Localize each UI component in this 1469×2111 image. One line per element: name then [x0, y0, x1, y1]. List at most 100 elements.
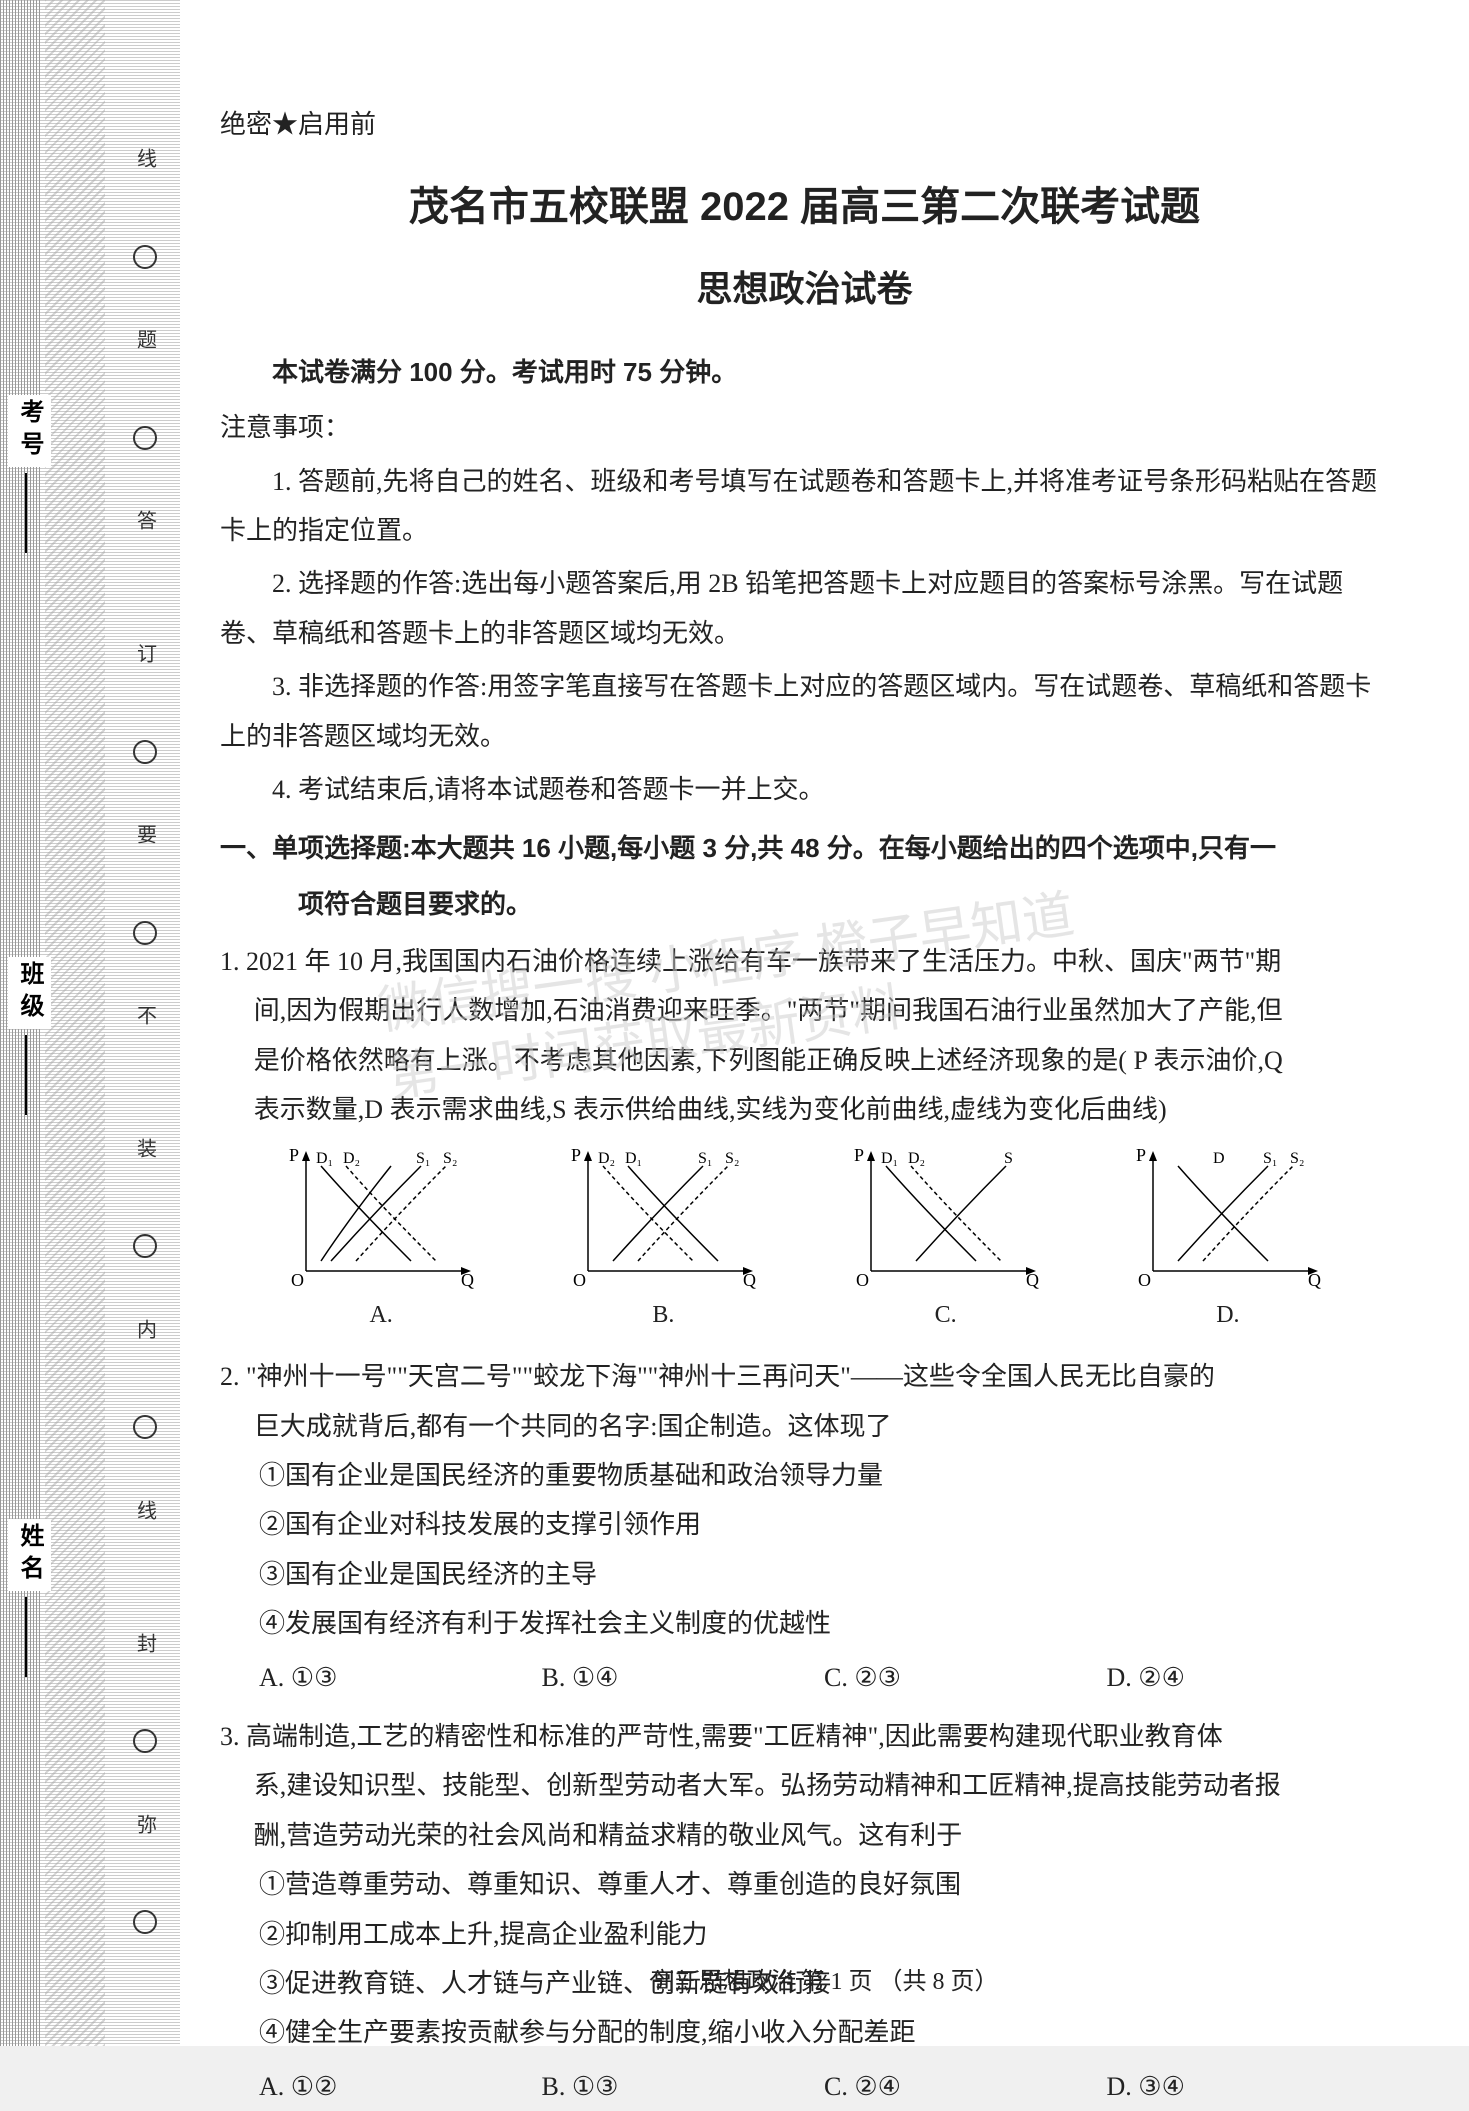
binding-char: 装	[131, 1089, 160, 1222]
notice-item: 2. 选择题的作答:选出每小题答案后,用 2B 铅笔把答题卡上对应题目的答案标号…	[220, 559, 1389, 658]
label-s1: S₁	[416, 1150, 430, 1167]
axis-p: P	[1136, 1145, 1146, 1165]
field-name: 姓名	[8, 1519, 43, 1651]
label-d2: D₂	[598, 1150, 615, 1167]
axis-q: Q	[461, 1270, 474, 1290]
binding-circle-icon	[133, 1415, 157, 1439]
line-number	[25, 473, 27, 553]
q2-line: 2. "神州十一号""天宫二号""蛟龙下海""神州十三再问天"——这些令全国人民…	[220, 1352, 1389, 1401]
q3-sub4: ④健全生产要素按贡献参与分配的制度,缩小收入分配差距	[220, 2008, 1389, 2057]
q1-charts: P O Q D₁ D₂ S₁ S₂ A.	[220, 1135, 1389, 1343]
binding-char: 要	[131, 776, 160, 909]
chart-b-label: B.	[563, 1293, 763, 1339]
q3-option-b: B. ①③	[542, 2062, 825, 2111]
supply-demand-chart-d: P O Q D S₁ S₂	[1128, 1141, 1328, 1291]
chart-d: P O Q D S₁ S₂ D.	[1128, 1141, 1328, 1339]
binding-circle-icon	[133, 740, 157, 764]
label-d2: D₂	[908, 1150, 925, 1167]
label-d1: D₁	[625, 1150, 642, 1167]
question-2: 2. "神州十一号""天宫二号""蛟龙下海""神州十三再问天"——这些令全国人民…	[220, 1352, 1389, 1702]
binding-circle-icon	[133, 921, 157, 945]
notice-heading: 注意事项：	[220, 403, 1389, 452]
field-number: 考号	[8, 395, 43, 527]
binding-circle-icon	[133, 1234, 157, 1258]
axis-p: P	[571, 1145, 581, 1165]
label-s2: S₂	[443, 1150, 457, 1167]
q2-sub1: ①国有企业是国民经济的重要物质基础和政治领导力量	[220, 1451, 1389, 1500]
binding-char: 弥	[131, 1765, 160, 1898]
binding-char: 内	[131, 1270, 160, 1403]
label-d: D	[1213, 1150, 1225, 1167]
q3-options: A. ①② B. ①③ C. ②④ D. ③④	[220, 2062, 1389, 2111]
q3-line: 3. 高端制造,工艺的精密性和标准的严苛性,需要"工匠精神",因此需要构建现代职…	[220, 1712, 1389, 1761]
axis-q: Q	[1026, 1270, 1039, 1290]
chart-a-label: A.	[281, 1293, 481, 1339]
section-heading: 一、单项选择题:本大题共 16 小题,每小题 3 分,共 48 分。在每小题给出…	[220, 824, 1389, 873]
page-footer: 高三思想政治 第 1 页 （共 8 页）	[180, 1960, 1469, 2006]
question-3: 3. 高端制造,工艺的精密性和标准的严苛性,需要"工匠精神",因此需要构建现代职…	[220, 1712, 1389, 2111]
label-number: 考号	[8, 395, 51, 467]
binding-char: 线	[131, 1451, 160, 1584]
binding-char: 订	[131, 595, 160, 728]
exam-page: 考号 班级 姓名 线 题 答 订 要 不 装 内	[0, 0, 1469, 2046]
binding-circle-icon	[133, 1729, 157, 1753]
supply-demand-chart-c: P O Q D₁ D₂ S	[846, 1141, 1046, 1291]
binding-circle-icon	[133, 426, 157, 450]
line-name	[25, 1597, 27, 1677]
label-d1: D₁	[316, 1150, 333, 1167]
exam-title: 茂名市五校联盟 2022 届高三第二次联考试题	[220, 169, 1389, 245]
q3-sub2: ②抑制用工成本上升,提高企业盈利能力	[220, 1910, 1389, 1959]
q1-line: 1. 2021 年 10 月,我国国内石油价格连续上涨给有车一族带来了生活压力。…	[220, 937, 1389, 986]
label-s1: S₁	[698, 1150, 712, 1167]
supply-demand-chart-a: P O Q D₁ D₂ S₁ S₂	[281, 1141, 481, 1291]
section-heading-cont: 项符合题目要求的。	[220, 880, 1389, 929]
binding-char: 封	[131, 1584, 160, 1717]
q3-option-a: A. ①②	[259, 2062, 542, 2111]
binding-margin: 考号 班级 姓名 线 题 答 订 要 不 装 内	[0, 0, 180, 2046]
q2-sub2: ②国有企业对科技发展的支撑引领作用	[220, 1500, 1389, 1549]
chart-a: P O Q D₁ D₂ S₁ S₂ A.	[281, 1141, 481, 1339]
label-s2: S₂	[725, 1150, 739, 1167]
q2-line: 巨大成就背后,都有一个共同的名字:国企制造。这体现了	[220, 1402, 1389, 1451]
axis-o: O	[573, 1270, 586, 1290]
content-area: 微信搜一搜 小程序 橙子早知道 第一时间获取最新资料 绝密★启用前 茂名市五校联…	[180, 0, 1469, 2046]
label-d1: D₁	[881, 1150, 898, 1167]
q3-sub1: ①营造尊重劳动、尊重知识、尊重人才、尊重创造的良好氛围	[220, 1860, 1389, 1909]
axis-o: O	[291, 1270, 304, 1290]
q2-option-a: A. ①③	[259, 1653, 542, 1702]
label-s1: S₁	[1263, 1150, 1277, 1167]
q1-line: 表示数量,D 表示需求曲线,S 表示供给曲线,实线为变化前曲线,虚线为变化后曲线…	[220, 1085, 1389, 1134]
secret-label: 绝密★启用前	[220, 100, 1389, 149]
q2-sub3: ③国有企业是国民经济的主导	[220, 1550, 1389, 1599]
axis-o: O	[1138, 1270, 1151, 1290]
q2-options: A. ①③ B. ①④ C. ②③ D. ②④	[220, 1653, 1389, 1702]
q1-line: 是价格依然略有上涨。不考虑其他因素,下列图能正确反映上述经济现象的是( P 表示…	[220, 1036, 1389, 1085]
binding-char: 答	[131, 462, 160, 595]
q2-option-d: D. ②④	[1107, 1653, 1390, 1702]
axis-p: P	[289, 1145, 299, 1165]
q3-line: 酬,营造劳动光荣的社会风尚和精益求精的敬业风气。这有利于	[220, 1811, 1389, 1860]
label-s2: S₂	[1290, 1150, 1304, 1167]
notice-item: 4. 考试结束后,请将本试题卷和答题卡一并上交。	[220, 765, 1389, 814]
chart-d-label: D.	[1128, 1293, 1328, 1339]
q2-sub4: ④发展国有经济有利于发挥社会主义制度的优越性	[220, 1599, 1389, 1648]
binding-circle-icon	[133, 245, 157, 269]
binding-char: 线	[131, 100, 160, 233]
chart-c: P O Q D₁ D₂ S C.	[846, 1141, 1046, 1339]
exam-subtitle: 思想政治试卷	[220, 255, 1389, 323]
q3-line: 系,建设知识型、技能型、创新型劳动者大军。弘扬劳动精神和工匠精神,提高技能劳动者…	[220, 1761, 1389, 1810]
q3-option-c: C. ②④	[824, 2062, 1107, 2111]
q3-option-d: D. ③④	[1107, 2062, 1390, 2111]
label-d2: D₂	[343, 1150, 360, 1167]
binding-circle-icon	[133, 1910, 157, 1934]
supply-demand-chart-b: P O Q D₂ D₁ S₁ S₂	[563, 1141, 763, 1291]
binding-char: 不	[131, 957, 160, 1090]
q2-option-c: C. ②③	[824, 1653, 1107, 1702]
q2-option-b: B. ①④	[542, 1653, 825, 1702]
notice-item: 1. 答题前,先将自己的姓名、班级和考号填写在试题卷和答题卡上,并将准考证号条形…	[220, 457, 1389, 556]
line-class	[25, 1035, 27, 1115]
binding-char: 题	[131, 281, 160, 414]
notice-item: 3. 非选择题的作答:用签字笔直接写在答题卡上对应的答题区域内。写在试题卷、草稿…	[220, 662, 1389, 761]
axis-q: Q	[1308, 1270, 1321, 1290]
side-fields: 考号 班级 姓名	[8, 0, 43, 2046]
